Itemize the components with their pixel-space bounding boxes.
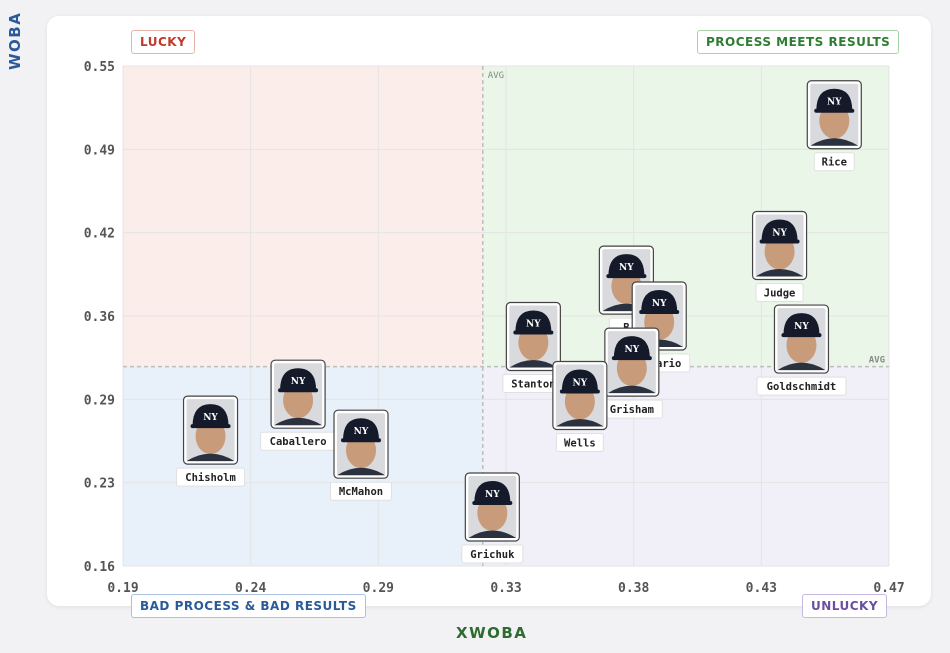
player-point[interactable]: NY Grichuk: [461, 472, 524, 564]
shoulders-shape: [555, 418, 604, 427]
cap-brim: [606, 274, 647, 279]
shoulders-shape: [777, 362, 826, 371]
cap-icon: [515, 310, 552, 333]
cap-icon: [608, 254, 645, 277]
player-name: Stanton: [511, 379, 555, 391]
cap-icon: [343, 418, 380, 441]
player-name: Caballero: [270, 436, 327, 448]
player-point[interactable]: NY Judge: [751, 210, 808, 302]
shoulders-shape: [509, 360, 558, 368]
player-point[interactable]: NY McMahon: [330, 409, 393, 501]
cap-icon: [783, 313, 820, 336]
x-tick-label: 0.29: [363, 581, 394, 596]
player-point[interactable]: NY Goldschmidt: [756, 304, 847, 396]
shoulders-shape: [186, 453, 235, 462]
quadrant-bg-unlucky: [482, 366, 889, 566]
cap-icon: [561, 369, 598, 392]
cap-brim: [781, 333, 822, 338]
player-name-bg: [755, 282, 804, 302]
cap-brim: [814, 108, 855, 113]
quadrant-label-lucky: LUCKY: [131, 30, 196, 54]
x-tick-label: 0.43: [746, 581, 777, 596]
team-logo-icon: NY: [573, 378, 588, 388]
quadrant-label-bad-process-bad-results: BAD PROCESS & BAD RESULTS: [131, 594, 366, 618]
cap-icon: [641, 290, 678, 312]
team-logo-icon: NY: [794, 322, 809, 332]
player-name-bg: [461, 544, 524, 564]
quadrant-label-unlucky: UNLUCKY: [802, 594, 888, 618]
player-name-bg: [176, 467, 246, 487]
team-logo-icon: NY: [354, 427, 369, 437]
cap-brim: [513, 330, 554, 335]
cap-brim: [559, 389, 600, 394]
player-name: Judge: [764, 287, 796, 299]
y-tick-label: 0.36: [84, 310, 115, 325]
player-point[interactable]: NY Stanton: [502, 301, 565, 394]
y-tick-label: 0.49: [84, 143, 115, 158]
quadrant-bg-lucky: [123, 66, 483, 367]
scatter-plot: 0.19 0.24 0.29 0.33 0.38 0.43 0.47 0.55 0.49 0.42…: [84, 60, 905, 596]
player-name: Rice: [822, 157, 847, 169]
cap-brim: [341, 438, 382, 443]
cap-icon: [761, 219, 798, 242]
player-point[interactable]: NY Rice: [806, 80, 862, 172]
avg-label-y: AVG: [869, 356, 885, 366]
player-name-bg: [555, 432, 604, 452]
cap-icon: [816, 88, 853, 111]
cap-brim: [190, 424, 231, 429]
player-point[interactable]: NY Wells: [552, 360, 608, 452]
team-logo-icon: NY: [652, 299, 667, 309]
x-tick-label: 0.47: [873, 581, 904, 596]
cap-brim: [759, 239, 800, 244]
y-tick-label: 0.55: [84, 60, 115, 75]
y-tick-label: 0.16: [84, 560, 115, 575]
y-tick-label: 0.42: [84, 227, 115, 242]
team-logo-icon: NY: [203, 413, 218, 423]
team-logo-icon: NY: [625, 345, 640, 355]
player-point[interactable]: NY Grisham: [600, 327, 663, 419]
chart-card: 0.19 0.24 0.29 0.33 0.38 0.43 0.47 0.55 0.49 0.42…: [47, 16, 931, 606]
player-name: Grichuk: [470, 549, 515, 561]
shoulders-shape: [337, 467, 386, 476]
player-name-bg: [330, 481, 393, 501]
shoulders-shape: [755, 268, 804, 277]
x-tick-label: 0.33: [490, 581, 521, 596]
x-axis-title: XWOBA: [456, 624, 528, 642]
x-tick-label: 0.19: [107, 581, 138, 596]
player-point[interactable]: NY Caballero: [260, 359, 337, 451]
x-tick-label: 0.38: [618, 581, 649, 596]
shoulders-shape: [468, 530, 517, 539]
shoulders-shape: [810, 138, 859, 146]
cap-icon: [474, 481, 511, 504]
team-logo-icon: NY: [827, 98, 842, 108]
cap-icon: [192, 404, 229, 427]
shoulders-shape: [607, 385, 656, 394]
team-logo-icon: NY: [485, 490, 500, 500]
avg-label-x: AVG: [488, 71, 504, 81]
team-logo-icon: NY: [291, 377, 306, 387]
shoulders-shape: [274, 417, 323, 426]
cap-brim: [611, 356, 652, 361]
y-axis-title: WOBA: [6, 11, 24, 70]
player-name: Goldschmidt: [767, 381, 837, 393]
y-tick-label: 0.23: [84, 477, 115, 492]
player-name-bg: [813, 152, 855, 172]
x-tick-label: 0.24: [235, 581, 266, 596]
cap-brim: [278, 388, 319, 393]
team-logo-icon: NY: [772, 228, 787, 238]
team-logo-icon: NY: [526, 320, 541, 330]
cap-brim: [472, 501, 513, 506]
player-name-bg: [756, 376, 847, 396]
player-name: Chisholm: [185, 472, 236, 484]
cap-icon: [280, 368, 317, 391]
player-point[interactable]: NY Chisholm: [176, 395, 246, 487]
player-name: Grisham: [610, 404, 654, 416]
cap-icon: [613, 336, 650, 359]
player-name: Wells: [564, 437, 596, 449]
cap-brim: [639, 310, 680, 314]
player-name: McMahon: [339, 486, 383, 498]
team-logo-icon: NY: [619, 263, 634, 273]
quadrant-label-process-meets-results: PROCESS MEETS RESULTS: [697, 30, 900, 54]
y-tick-label: 0.29: [84, 393, 115, 408]
